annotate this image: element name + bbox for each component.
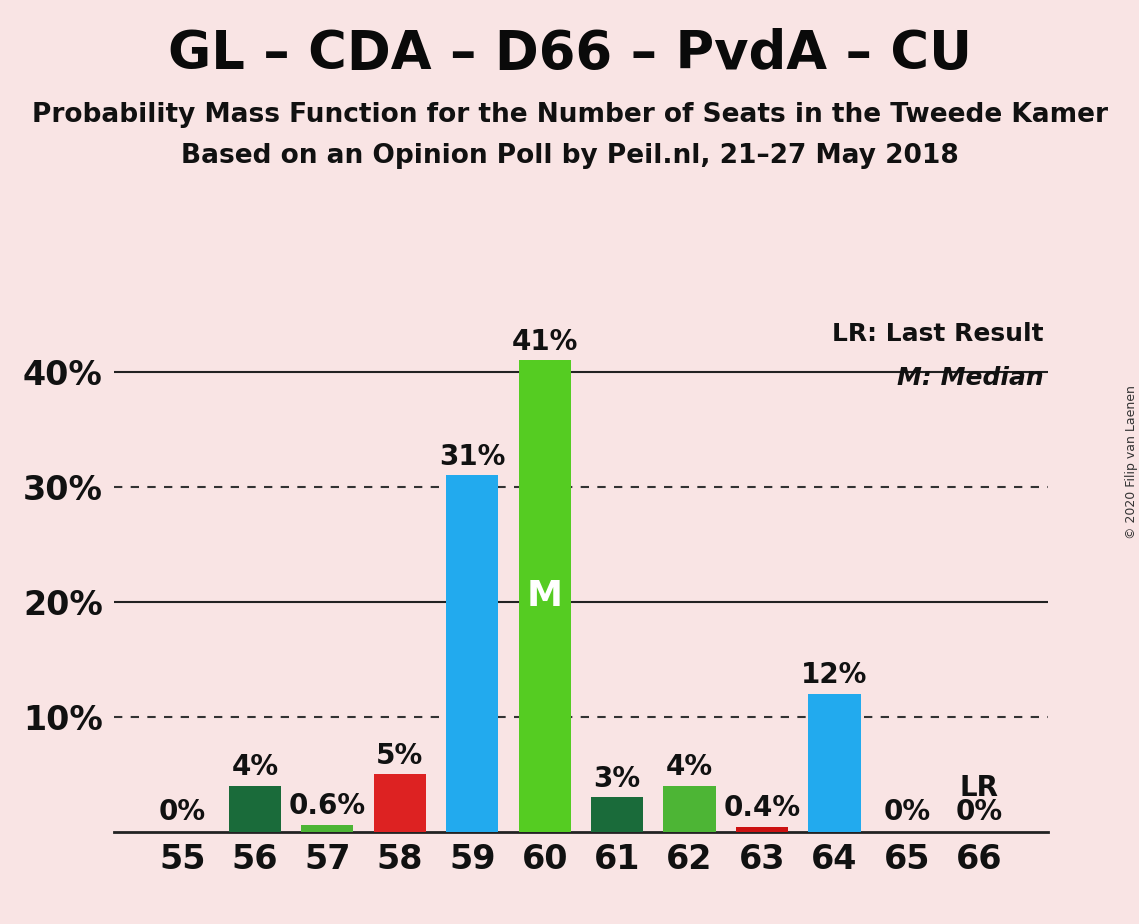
Text: M: Median: M: Median bbox=[896, 366, 1043, 390]
Bar bbox=[446, 475, 498, 832]
Text: 4%: 4% bbox=[231, 753, 278, 781]
Text: LR: LR bbox=[960, 774, 999, 802]
Text: Based on an Opinion Poll by Peil.nl, 21–27 May 2018: Based on an Opinion Poll by Peil.nl, 21–… bbox=[181, 143, 958, 169]
Bar bbox=[374, 774, 426, 832]
Bar bbox=[229, 785, 281, 832]
Text: M: M bbox=[526, 578, 563, 613]
Text: 0%: 0% bbox=[884, 797, 931, 826]
Text: 41%: 41% bbox=[511, 327, 577, 356]
Text: Probability Mass Function for the Number of Seats in the Tweede Kamer: Probability Mass Function for the Number… bbox=[32, 102, 1107, 128]
Text: 3%: 3% bbox=[593, 764, 640, 793]
Bar bbox=[664, 785, 715, 832]
Bar bbox=[518, 360, 571, 832]
Text: 0%: 0% bbox=[956, 797, 1003, 826]
Text: 12%: 12% bbox=[801, 661, 868, 689]
Text: GL – CDA – D66 – PvdA – CU: GL – CDA – D66 – PvdA – CU bbox=[167, 28, 972, 79]
Text: 4%: 4% bbox=[666, 753, 713, 781]
Text: 31%: 31% bbox=[439, 443, 506, 470]
Text: © 2020 Filip van Laenen: © 2020 Filip van Laenen bbox=[1124, 385, 1138, 539]
Text: 0.6%: 0.6% bbox=[289, 792, 366, 821]
Bar bbox=[591, 797, 644, 832]
Bar bbox=[736, 827, 788, 832]
Text: 5%: 5% bbox=[376, 741, 424, 770]
Bar bbox=[301, 825, 353, 832]
Text: 0.4%: 0.4% bbox=[723, 795, 801, 822]
Text: 0%: 0% bbox=[158, 797, 206, 826]
Bar bbox=[809, 694, 861, 832]
Text: LR: Last Result: LR: Last Result bbox=[831, 322, 1043, 346]
